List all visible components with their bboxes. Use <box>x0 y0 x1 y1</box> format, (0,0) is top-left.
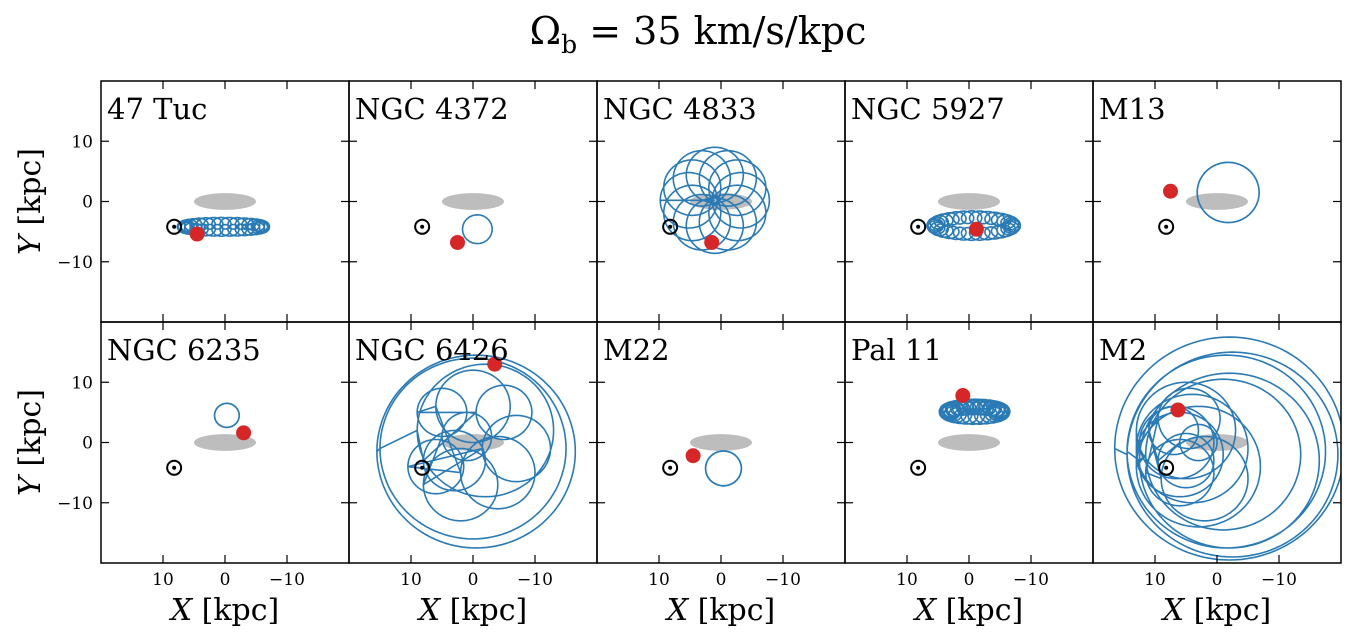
current-position-point <box>1170 402 1186 418</box>
sun-marker <box>662 459 679 476</box>
sun-marker-dot <box>668 224 673 229</box>
orbit-line <box>1113 336 1341 561</box>
x-axis-label: X [kpc] <box>1161 593 1272 628</box>
orbit-line <box>461 213 493 245</box>
panel-m13: M13 <box>1092 80 1342 323</box>
x-tick-label: −10 <box>765 570 801 590</box>
figure-title: Ωb = 35 km/s/kpc <box>530 9 867 59</box>
current-position-point <box>955 388 971 404</box>
sun-marker <box>166 459 183 476</box>
x-axis-label: X [kpc] <box>169 593 280 628</box>
orbit-line <box>938 398 1011 426</box>
panel-ngc-6235: 10 0 −10 10 0 −10 NGC 6235 X [kpc] Y [kpc] <box>13 321 350 628</box>
panel-47-tuc: 10 0 −10 47 Tuc Y [kpc] <box>13 80 350 323</box>
panel-label: M22 <box>603 333 670 367</box>
panel-label: NGC 6235 <box>107 333 261 367</box>
x-tick-label: 10 <box>1144 570 1166 590</box>
sun-marker-dot <box>916 224 921 229</box>
current-position-point <box>236 425 252 441</box>
bar-ellipse <box>194 193 256 210</box>
sun-marker <box>166 218 183 235</box>
y-axis-label: Y [kpc] <box>13 389 48 496</box>
x-tick-label: 0 <box>964 570 975 590</box>
sun-marker <box>662 218 679 235</box>
sun-marker <box>910 459 927 476</box>
sun-marker-dot <box>1164 465 1169 470</box>
panel-ngc-5927: NGC 5927 <box>844 80 1094 323</box>
panel-label: NGC 5927 <box>851 92 1005 126</box>
sun-marker <box>414 459 431 476</box>
bar-ellipse <box>442 193 504 210</box>
y-tick-label: 0 <box>82 193 93 213</box>
sun-marker-dot <box>668 465 673 470</box>
x-axis-label: X [kpc] <box>417 593 528 628</box>
sun-marker-dot <box>172 224 177 229</box>
sun-marker <box>1158 459 1175 476</box>
panel-grid: 10 0 −10 47 Tuc Y [kpc] NGC 4372 NGC 4833 NGC 5… <box>13 80 1342 628</box>
current-position-point <box>487 356 503 372</box>
x-tick-label: 10 <box>896 570 918 590</box>
y-tick-label: 10 <box>71 132 93 152</box>
x-tick-label: −10 <box>269 570 305 590</box>
bar-ellipse <box>938 434 1000 451</box>
orbit-line <box>1196 161 1261 224</box>
orbit-line <box>376 354 577 549</box>
x-tick-label: 0 <box>220 570 231 590</box>
current-position-point <box>1163 183 1178 199</box>
sun-marker <box>414 218 431 235</box>
panel-label: NGC 4833 <box>603 92 757 126</box>
orbit-line <box>213 402 241 429</box>
y-axis-label: Y [kpc] <box>13 148 48 255</box>
sun-marker-dot <box>916 465 921 470</box>
orbit-line <box>704 450 743 487</box>
y-tick-label: 10 <box>71 373 93 393</box>
panel-ngc-4833: NGC 4833 <box>596 80 846 323</box>
panel-ngc-4372: NGC 4372 <box>348 80 598 323</box>
current-position-point <box>685 448 701 464</box>
x-tick-label: −10 <box>1013 570 1049 590</box>
panel-label: NGC 4372 <box>355 92 509 126</box>
x-axis-label: X [kpc] <box>913 593 1024 628</box>
orbit-line <box>659 146 771 255</box>
panel-label: Pal 11 <box>851 333 942 367</box>
current-position-point <box>968 221 984 237</box>
y-tick-label: −10 <box>57 253 93 273</box>
panel-ngc-6426: 10 0 −10 NGC 6426 X [kpc] <box>348 321 598 628</box>
orbit-line <box>176 216 271 238</box>
bar-ellipse <box>690 434 752 451</box>
panel-pal-11: 10 0 −10 Pal 11 X [kpc] <box>844 321 1094 628</box>
x-tick-label: 0 <box>716 570 727 590</box>
current-position-point <box>189 226 205 242</box>
x-tick-label: 10 <box>648 570 670 590</box>
sun-marker-dot <box>172 465 177 470</box>
sun-marker-dot <box>420 465 425 470</box>
y-tick-label: −10 <box>57 494 93 514</box>
bar-ellipse <box>1186 193 1248 210</box>
current-position-point <box>450 234 465 250</box>
panel-m22: 10 0 −10 M22 X [kpc] <box>596 321 846 628</box>
x-axis-label: X [kpc] <box>665 593 776 628</box>
title-subscript: b <box>561 30 577 59</box>
x-tick-label: −10 <box>1261 570 1297 590</box>
sun-marker <box>1158 218 1175 235</box>
panel-label: 47 Tuc <box>107 92 207 126</box>
x-tick-label: 10 <box>400 570 422 590</box>
panel-label: M2 <box>1099 333 1147 367</box>
sun-marker <box>910 218 927 235</box>
x-tick-label: 10 <box>152 570 174 590</box>
panel-m2: 10 0 −10 M2 X [kpc] <box>1092 321 1342 628</box>
sun-marker-dot <box>1164 224 1169 229</box>
bar-ellipse <box>938 193 1000 210</box>
panel-label: NGC 6426 <box>355 333 509 367</box>
title-rest: = 35 km/s/kpc <box>577 9 866 53</box>
sun-marker-dot <box>420 224 425 229</box>
y-tick-label: 0 <box>82 434 93 454</box>
x-tick-label: 0 <box>1212 570 1223 590</box>
title-omega: Ω <box>530 9 562 53</box>
panel-label: M13 <box>1099 92 1166 126</box>
x-tick-label: 0 <box>468 570 479 590</box>
x-tick-label: −10 <box>517 570 553 590</box>
current-position-point <box>704 234 720 250</box>
